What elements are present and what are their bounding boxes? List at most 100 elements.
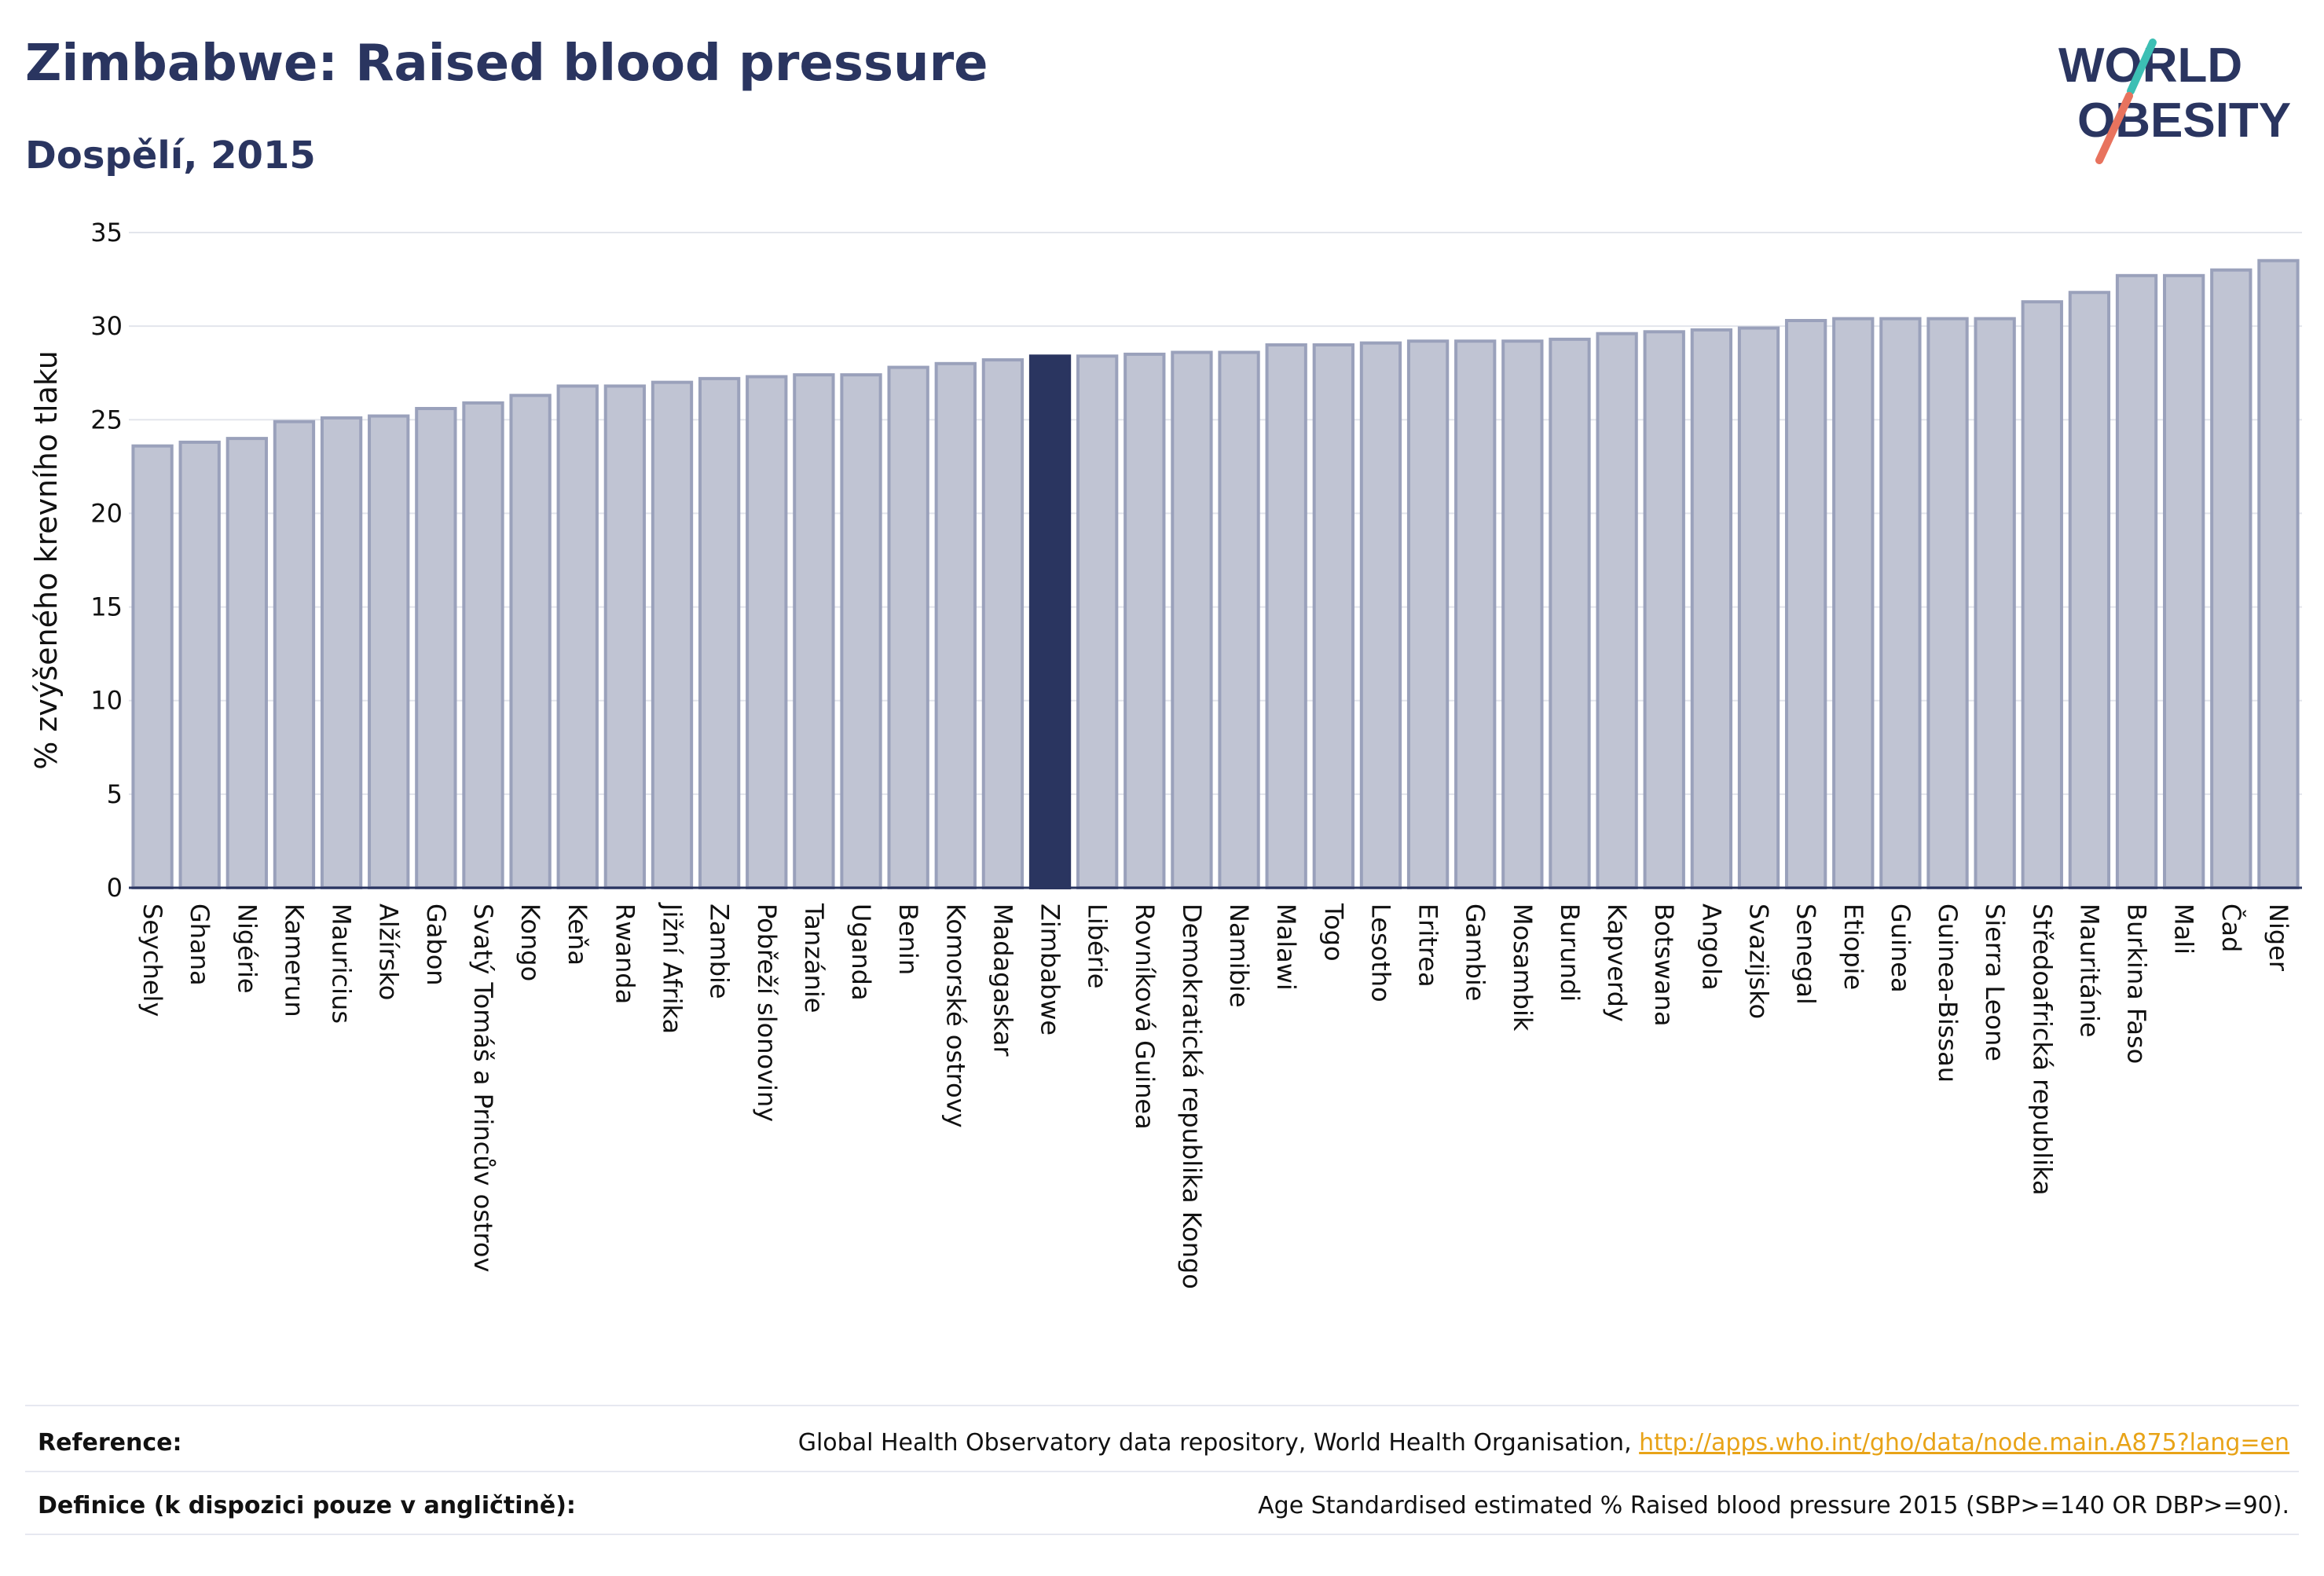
reference-value: Global Health Observatory data repositor…	[798, 1429, 2289, 1457]
x-tick-label: Madagaskar	[988, 903, 1017, 1057]
world-obesity-logo: WORLD OBESITY	[2058, 38, 2291, 164]
footer-divider-middle	[25, 1471, 2299, 1472]
x-tick-label: Svatý Tomáš a Princův ostrov	[468, 903, 498, 1272]
bar	[1359, 341, 1402, 889]
x-tick-label: Kamerun	[279, 903, 309, 1017]
bar	[1124, 352, 1166, 889]
definition-label: Definice (k dispozici pouze v angličtině…	[38, 1491, 576, 1519]
bar	[131, 444, 174, 889]
x-tick-label: Eritrea	[1413, 903, 1443, 988]
x-tick-label: Sierra Leone	[1980, 903, 2010, 1061]
bar	[1454, 339, 1497, 890]
x-tick-label: Zambie	[705, 903, 735, 999]
x-tick-label: Nigérie	[232, 903, 262, 994]
bar	[2257, 258, 2300, 889]
y-tick-label: 35	[90, 218, 123, 247]
bar	[178, 440, 221, 889]
bar	[1832, 317, 1875, 889]
bar	[1643, 330, 1685, 889]
x-tick-label: Togo	[1318, 903, 1348, 962]
y-axis-label: % zvýšeného krevního tlaku	[29, 350, 64, 770]
y-tick-label: 30	[90, 311, 123, 341]
bar	[2115, 273, 2158, 889]
bar	[793, 373, 835, 889]
footer-divider-bottom	[25, 1534, 2299, 1535]
y-tick-label: 20	[90, 498, 123, 528]
bar	[887, 365, 929, 889]
bar	[651, 380, 694, 889]
x-tick-label: Guinea	[1886, 903, 1915, 993]
y-tick-label: 0	[107, 873, 123, 903]
definition-value: Age Standardised estimated % Raised bloo…	[1258, 1491, 2289, 1519]
bar	[2021, 300, 2063, 889]
x-tick-label: Namibie	[1224, 903, 1254, 1008]
bar	[509, 394, 552, 889]
bar-chart: 0 5 10 15 20 25 30 35 % zvýšeného krevního tlaku…	[29, 218, 2302, 1289]
bar	[462, 401, 504, 889]
x-tick-label: Gabon	[421, 903, 451, 986]
x-tick-label: Kapverdy	[1602, 903, 1632, 1022]
x-tick-label: Uganda	[846, 903, 876, 1001]
definition-row: Definice (k dispozici pouze v angličtině…	[38, 1482, 2289, 1529]
bar	[2068, 291, 2111, 890]
reference-text: Global Health Observatory data repositor…	[797, 1428, 1640, 1457]
bar	[1690, 328, 1733, 889]
x-tick-label: Niger	[2264, 903, 2293, 972]
bar	[1171, 350, 1213, 889]
x-tick-label: Gambie	[1461, 903, 1490, 1001]
bar	[603, 384, 647, 889]
y-tick-label: 10	[90, 686, 123, 716]
x-tick-label: Burundi	[1555, 903, 1585, 1002]
x-tick-label: Svazijsko	[1744, 903, 1774, 1019]
bar	[840, 373, 882, 889]
x-tick-label: Burkina Faso	[2122, 903, 2152, 1064]
x-tick-label: Angola	[1696, 903, 1726, 991]
footer-divider-top	[25, 1405, 2299, 1406]
x-tick-label: Kongo	[515, 903, 545, 981]
bar	[368, 414, 410, 889]
x-tick-label: Jižní Afrika	[658, 902, 687, 1034]
x-tick-label: Etiopie	[1838, 903, 1868, 990]
x-tick-label: Botswana	[1649, 903, 1679, 1026]
x-tick-label: Rovníková Guinea	[1130, 903, 1160, 1130]
x-tick-label: Demokratická republika Kongo	[1177, 903, 1207, 1289]
x-tick-label: Alžírsko	[374, 903, 404, 1000]
x-tick-label: Guinea-Bissau	[1933, 903, 1963, 1083]
x-tick-label: Benin	[893, 903, 923, 975]
x-tick-label: Komorské ostrovy	[940, 903, 970, 1128]
bar	[1926, 317, 1969, 889]
reference-link[interactable]: http://apps.who.int/gho/data/node.main.A…	[1639, 1428, 2289, 1457]
reference-label: Reference:	[38, 1428, 182, 1457]
bar-highlight	[1028, 354, 1072, 890]
page-subtitle: Dospělí, 2015	[25, 134, 316, 178]
x-tick-label: Mali	[2169, 903, 2199, 955]
x-tick-label: Mosambik	[1508, 903, 1538, 1032]
y-tick-label: 25	[90, 405, 123, 434]
bar	[1218, 350, 1260, 889]
x-tick-label: Mauritánie	[2074, 903, 2104, 1038]
bar	[698, 376, 741, 889]
x-tick-label: Seychely	[137, 903, 167, 1017]
bar	[1879, 317, 1922, 889]
x-tick-label: Mauricius	[327, 903, 357, 1024]
bar	[934, 361, 977, 889]
x-tick-label: Tanzánie	[799, 903, 829, 1013]
bar	[1596, 332, 1638, 890]
x-tick-label: Malawi	[1271, 903, 1301, 991]
page-title: Zimbabwe: Raised blood pressure	[25, 35, 988, 93]
x-tick-label: Lesotho	[1365, 903, 1395, 1002]
bar	[1974, 317, 2016, 889]
bar	[2210, 268, 2253, 889]
bar	[1737, 326, 1780, 890]
bar	[1312, 343, 1354, 889]
bar	[1784, 318, 1827, 890]
x-tick-label: Senegal	[1791, 903, 1821, 1005]
bar	[1076, 354, 1119, 890]
x-tick-label: Libérie	[1083, 903, 1113, 988]
bar	[225, 437, 268, 889]
x-tick-label: Ghana	[185, 903, 214, 986]
bar	[2163, 273, 2205, 889]
bar	[1406, 339, 1450, 890]
bar	[746, 375, 788, 890]
bar	[320, 416, 363, 889]
